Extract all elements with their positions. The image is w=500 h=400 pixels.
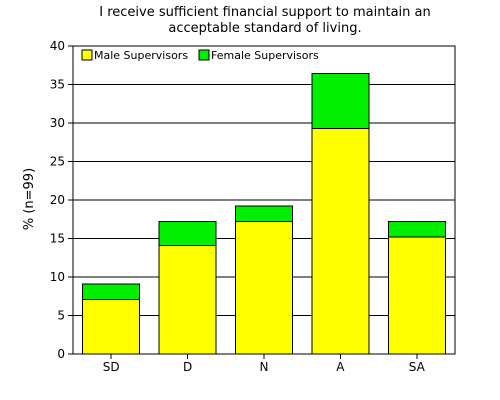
bar-female-sa [387,221,446,238]
bar-male-a [311,127,370,355]
legend-swatch-female [198,49,210,61]
bar-male-n [235,221,293,355]
bar-male-sd [82,298,141,355]
y-axis-label: % (n=99) [22,168,37,230]
bar-female-d [158,221,217,246]
legend-label-female: Female Supervisors [211,49,319,62]
x-tick-label-d: D [183,360,192,374]
bars [82,73,446,355]
x-tick-label-a: A [336,360,345,374]
x-axis-ticks: SD D N A SA [103,354,426,374]
x-tick-label-n: N [260,360,269,374]
legend-label-male: Male Supervisors [94,49,188,62]
y-tick-label: 30 [50,116,65,130]
bar-male-d [158,244,217,355]
bar-female-a [311,73,370,129]
x-tick-label-sa: SA [409,360,426,374]
bar-female-sd [82,283,141,300]
chart-title: I receive sufficient financial support t… [99,5,430,36]
y-tick-label: 35 [50,78,65,92]
x-tick-label-sd: SD [103,360,120,374]
y-tick-label: 10 [50,270,65,284]
bar-female-n [235,205,293,223]
chart-title-line-1: I receive sufficient financial support t… [99,5,430,20]
y-tick-label: 0 [57,347,65,361]
y-axis-ticks: 0 5 10 15 20 25 30 35 40 [50,39,73,361]
y-tick-label: 15 [50,232,65,246]
y-tick-label: 20 [50,193,65,207]
y-tick-label: 25 [50,155,65,169]
bar-male-sa [387,236,446,355]
legend-swatch-male [81,49,93,61]
y-tick-label: 5 [57,309,65,323]
legend: Male Supervisors Female Supervisors [81,49,319,62]
chart-title-line-2: acceptable standard of living. [168,21,361,36]
y-tick-label: 40 [50,39,65,53]
